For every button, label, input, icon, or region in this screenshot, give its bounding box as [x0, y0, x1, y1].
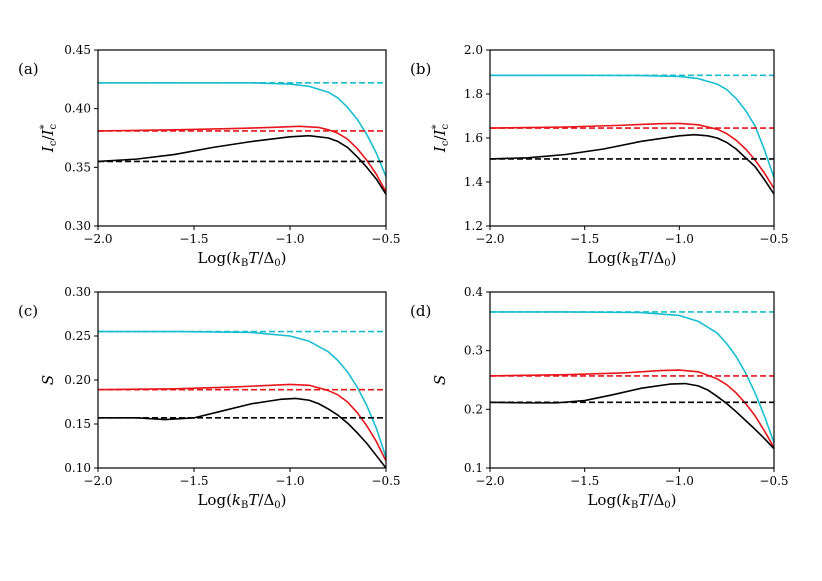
series-line-red-solid: [98, 383, 386, 462]
series-line-black-solid: [98, 134, 386, 195]
series-line-red-solid: [490, 369, 774, 448]
series-group: [490, 74, 774, 195]
x-tick-label: −1.5: [570, 232, 599, 246]
y-tick-label: 0.10: [64, 461, 91, 475]
y-tick-label: 0.40: [64, 102, 91, 116]
panel-b: −2.0 −1.5 −1.0 −0.5 1.2 1.4 1.6 1.8 2.0 Log(kBT/Δ…: [410, 43, 789, 269]
series-group: [490, 311, 774, 450]
y-tick-label: 1.2: [464, 219, 483, 233]
y-tick-label: 0.30: [64, 219, 91, 233]
x-tick-label: −2.0: [83, 232, 112, 246]
y-tick-label: 0.4: [464, 285, 483, 299]
x-tick-label: −2.0: [83, 474, 112, 488]
x-tick-label: −0.5: [371, 474, 400, 488]
panel-label: (d): [410, 302, 431, 320]
panel-d: −2.0 −1.5 −1.0 −0.5 0.1 0.2 0.3 0.4 Log(kBT/Δ0) S…: [410, 285, 789, 511]
x-tick-label: −0.5: [759, 474, 788, 488]
series-group: [98, 330, 386, 468]
axes-frame: [97, 291, 387, 469]
x-tick-label: −1.0: [665, 232, 694, 246]
panel-c: −2.0 −1.5 −1.0 −0.5 0.10 0.15 0.20 0.25 0.30 Log(…: [18, 285, 401, 511]
series-line-red-solid: [98, 125, 386, 193]
series-line-cyan-solid: [98, 330, 386, 458]
x-tick-label: −0.5: [759, 232, 788, 246]
x-tick-label: −2.0: [475, 474, 504, 488]
x-axis-label: Log(kBT/Δ0): [587, 491, 676, 511]
y-tick-label: 2.0: [464, 43, 483, 57]
x-tick-label: −1.5: [179, 474, 208, 488]
axes-frame: [97, 49, 387, 227]
y-tick-label: 1.6: [464, 131, 483, 145]
x-axis-label: Log(kBT/Δ0): [197, 249, 286, 269]
series-line-black-solid: [490, 133, 774, 195]
y-axis-label: Ic/I*c: [431, 124, 451, 154]
series-line-black-solid: [490, 382, 774, 450]
y-tick-label: 0.15: [64, 417, 91, 431]
y-tick-label: 0.20: [64, 373, 91, 387]
y-tick-label: 0.35: [64, 160, 91, 174]
y-tick-label: 1.4: [464, 175, 483, 189]
x-tick-label: −1.5: [179, 232, 208, 246]
axes-frame: [489, 291, 775, 469]
y-tick-label: 0.1: [464, 461, 483, 475]
x-tick-label: −1.0: [665, 474, 694, 488]
series-group: [98, 82, 386, 195]
x-tick-label: −1.5: [570, 474, 599, 488]
panel-a: −2.0 −1.5 −1.0 −0.5 0.30 0.35 0.40 0.45 Log(kBT/…: [18, 43, 401, 269]
panel-label: (c): [18, 302, 38, 320]
x-tick-label: −1.0: [275, 232, 304, 246]
y-tick-label: 0.45: [64, 43, 91, 57]
panel-label: (b): [410, 60, 431, 78]
x-tick-label: −2.0: [475, 232, 504, 246]
axes-frame: [489, 49, 775, 227]
y-axis-label: S: [431, 375, 449, 385]
x-axis-label: Log(kBT/Δ0): [587, 249, 676, 269]
panel-label: (a): [18, 60, 39, 78]
series-line-red-solid: [490, 122, 774, 190]
x-tick-label: −0.5: [371, 232, 400, 246]
series-line-cyan-solid: [490, 74, 774, 178]
y-tick-label: 0.2: [464, 402, 483, 416]
series-line-black-solid: [98, 397, 386, 468]
y-tick-label: 0.30: [64, 285, 91, 299]
y-axis-label: S: [39, 375, 57, 385]
series-line-cyan-solid: [490, 311, 774, 444]
y-tick-label: 0.25: [64, 329, 91, 343]
y-axis-label: Ic/I*c: [39, 124, 59, 154]
x-axis-label: Log(kBT/Δ0): [197, 491, 286, 511]
x-tick-label: −1.0: [275, 474, 304, 488]
y-tick-label: 1.8: [464, 87, 483, 101]
y-tick-label: 0.3: [464, 344, 483, 358]
